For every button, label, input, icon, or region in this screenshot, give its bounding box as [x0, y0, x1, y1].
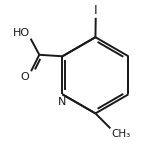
Text: HO: HO — [13, 28, 30, 38]
Text: N: N — [58, 97, 67, 107]
Text: O: O — [20, 72, 29, 82]
Text: CH₃: CH₃ — [111, 129, 130, 139]
Text: I: I — [94, 4, 98, 17]
